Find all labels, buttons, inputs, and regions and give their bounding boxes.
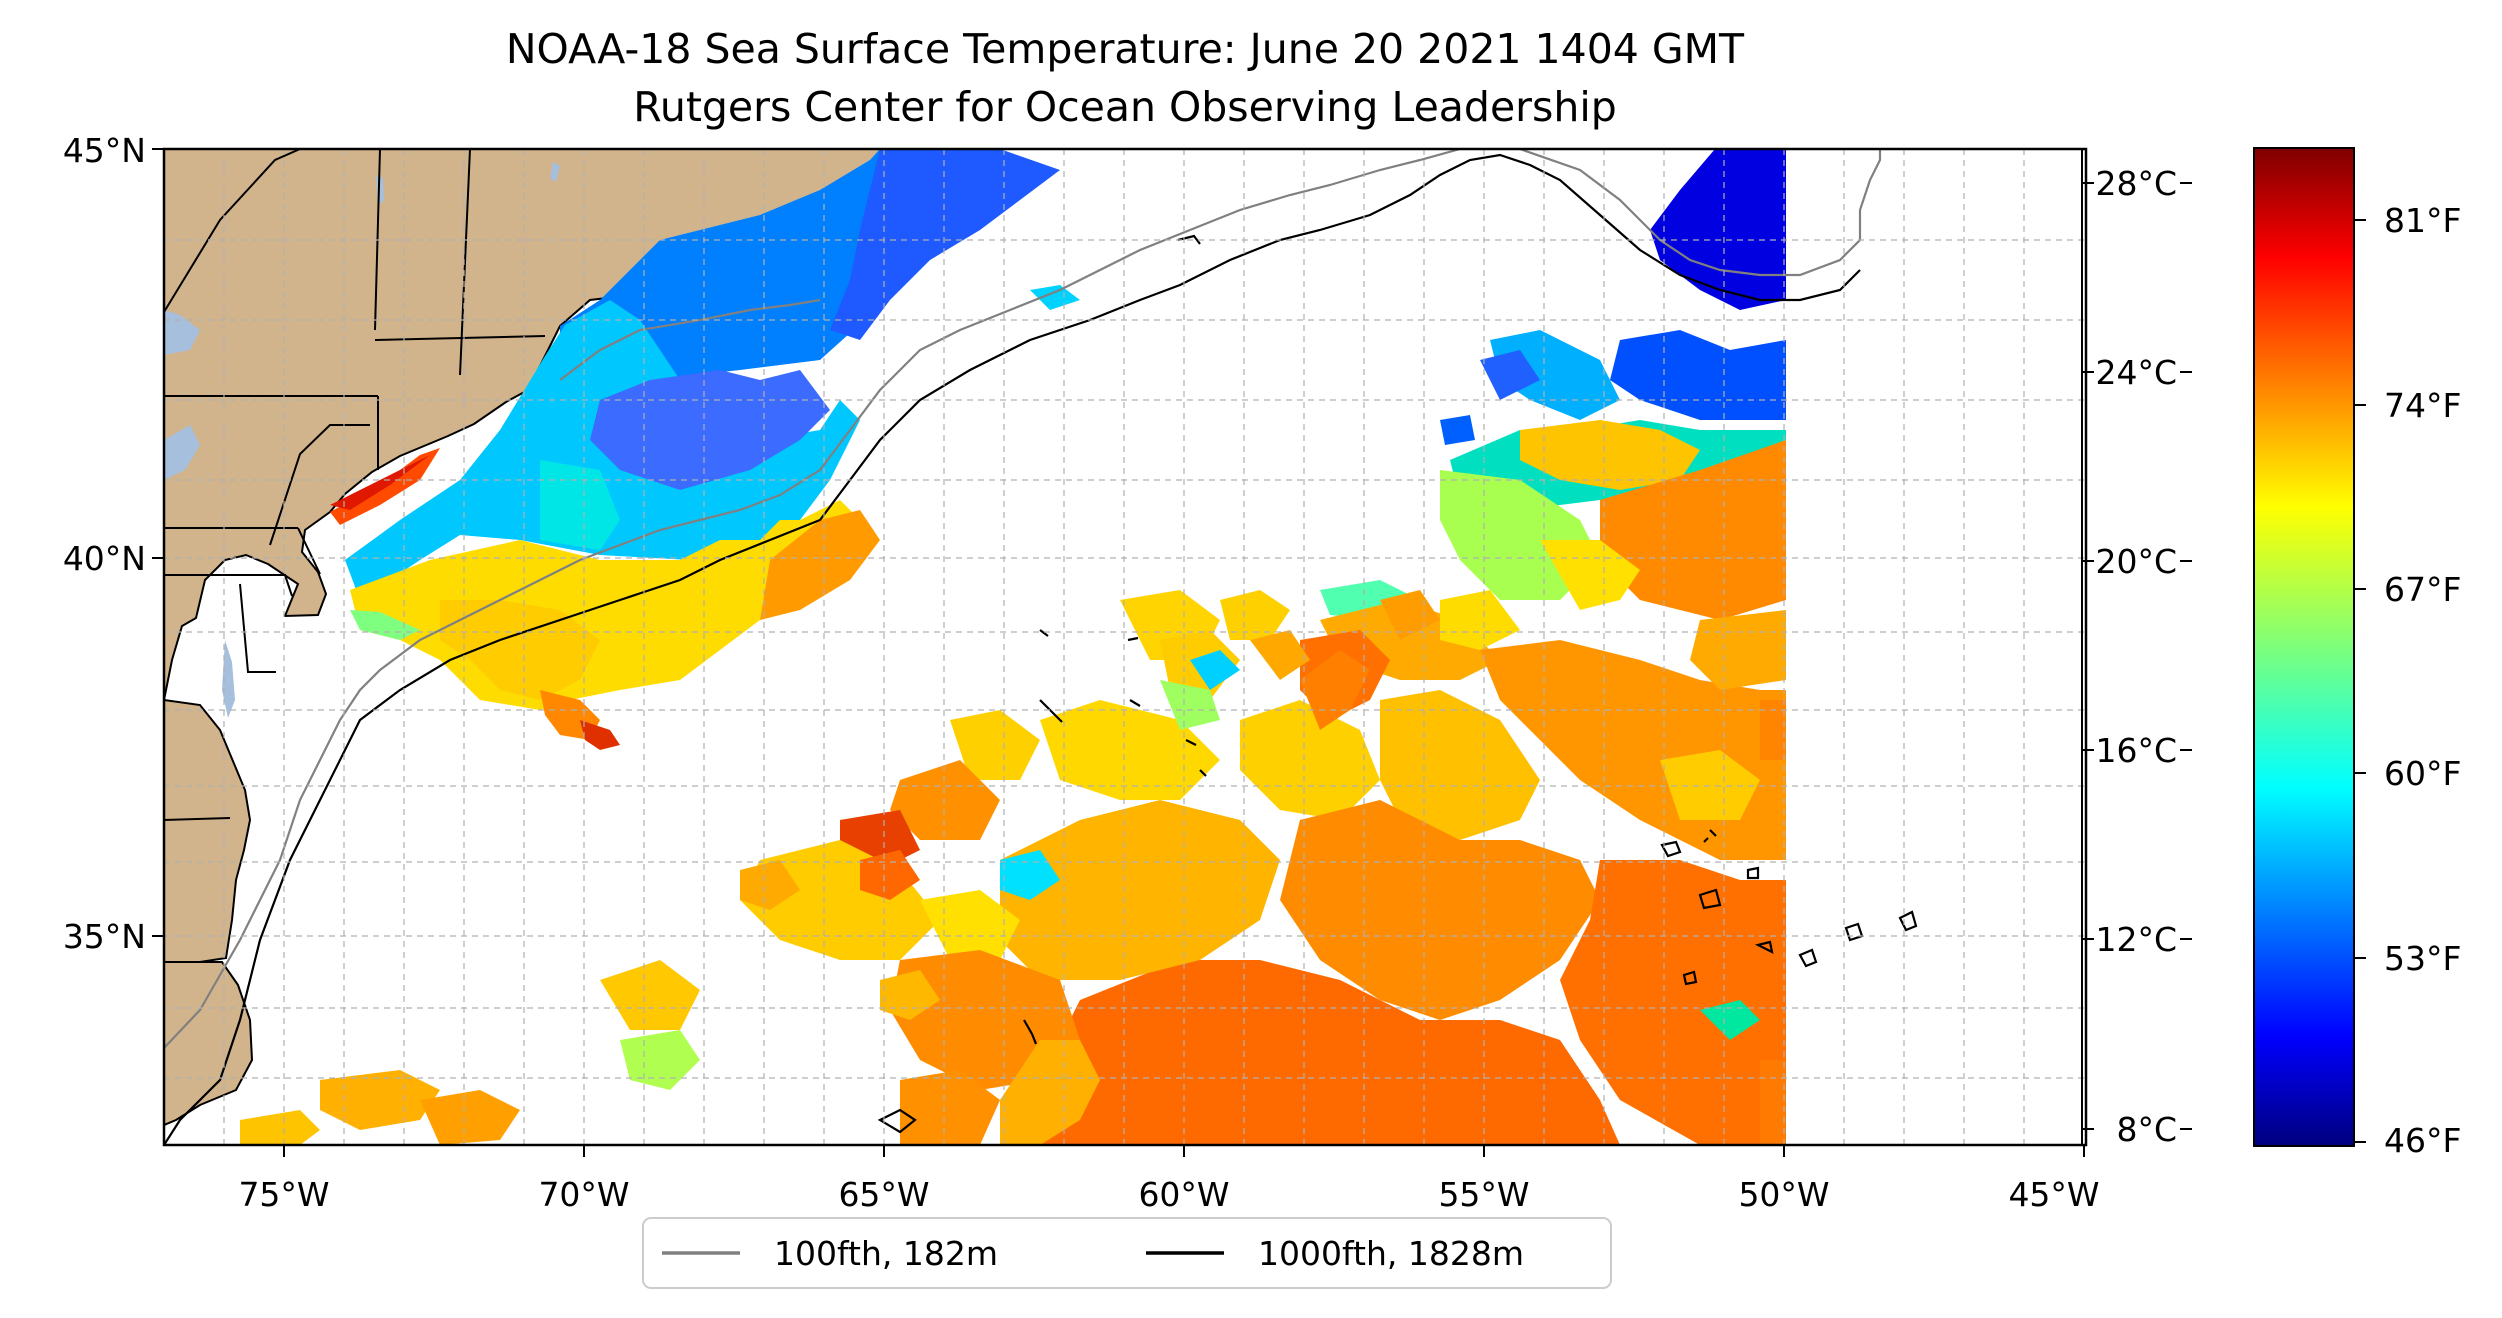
map-title: NOAA-18 Sea Surface Temperature: June 20… <box>505 25 1745 73</box>
legend-label-100fth: 100fth, 182m <box>774 1234 998 1273</box>
state-borders <box>164 149 546 821</box>
lon-label-70w: 70°W <box>538 1175 629 1214</box>
colorbar-c-28: 28°C <box>2095 164 2177 203</box>
colorbar: 28°C 24°C 20°C 16°C 12°C 8°C 81°F 74°F 6… <box>2081 147 2461 1160</box>
lon-label-50w: 50°W <box>1738 1175 1829 1214</box>
land-nc-coast <box>164 961 254 1127</box>
colorbar-f-60: 60°F <box>2384 754 2461 793</box>
colorbar-c-16: 16°C <box>2095 731 2177 770</box>
colorbar-c-12: 12°C <box>2095 920 2177 959</box>
lon-label-45w: 45°W <box>2008 1175 2099 1214</box>
colorbar-f-53: 53°F <box>2384 939 2461 978</box>
colorbar-celsius-axis: 28°C 24°C 20°C 16°C 12°C 8°C <box>2081 148 2192 1149</box>
lat-label-40n: 40°N <box>63 539 146 578</box>
colorbar-c-20: 20°C <box>2095 542 2177 581</box>
map-frame <box>162 147 2088 1147</box>
map-panel <box>164 149 2086 1145</box>
lon-label-55w: 55°W <box>1438 1175 1529 1214</box>
lon-label-75w: 75°W <box>238 1175 329 1214</box>
latitude-labels: 45°N 40°N 35°N <box>63 131 164 956</box>
colorbar-gradient <box>2253 147 2355 1147</box>
legend-box <box>642 1217 1612 1289</box>
legend: 100fth, 182m 1000fth, 1828m <box>642 1217 1612 1289</box>
colorbar-f-46: 46°F <box>2384 1121 2461 1160</box>
lon-label-60w: 60°W <box>1138 1175 1229 1214</box>
lat-label-35n: 35°N <box>63 917 146 956</box>
longitude-labels: 75°W 70°W 65°W 60°W 55°W 50°W 45°W <box>238 1145 2100 1214</box>
inland-water <box>164 162 560 718</box>
gridlines <box>164 149 2086 1145</box>
map-subtitle: Rutgers Center for Ocean Observing Leade… <box>633 83 1617 131</box>
legend-label-1000fth: 1000fth, 1828m <box>1258 1234 1524 1273</box>
colorbar-c-8: 8°C <box>2116 1110 2177 1149</box>
colorbar-f-67: 67°F <box>2384 570 2461 609</box>
lat-label-45n: 45°N <box>63 131 146 170</box>
colorbar-fahrenheit-axis: 81°F 74°F 67°F 60°F 53°F 46°F <box>2354 201 2461 1160</box>
lon-label-65w: 65°W <box>838 1175 929 1214</box>
isobath-100fth <box>164 149 1882 1049</box>
sst-data <box>240 149 1786 1145</box>
colorbar-f-74: 74°F <box>2384 386 2461 425</box>
colorbar-f-81: 81°F <box>2384 201 2461 240</box>
colorbar-c-24: 24°C <box>2095 353 2177 392</box>
